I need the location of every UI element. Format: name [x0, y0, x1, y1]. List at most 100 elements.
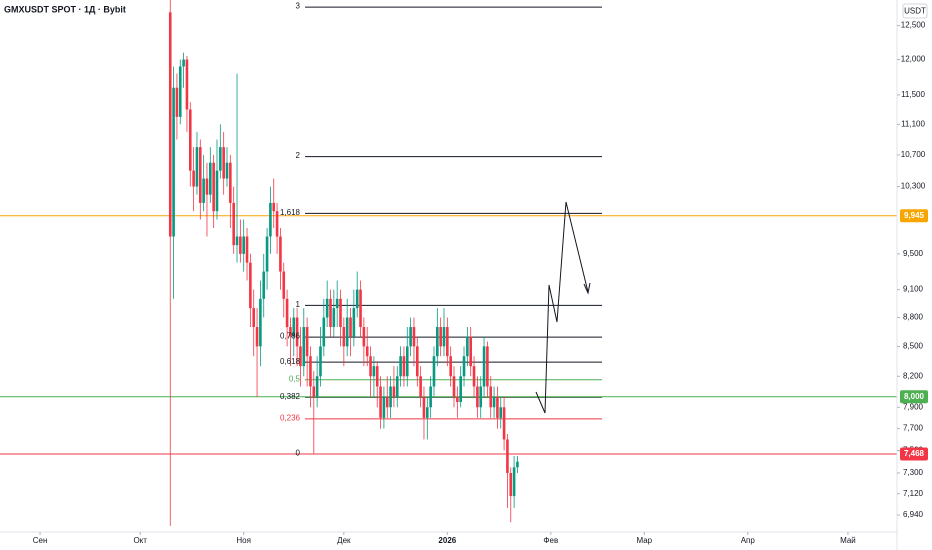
currency[interactable]: USDT [904, 7, 926, 16]
candle-body [265, 236, 269, 272]
y-tick-label: 7,700 [903, 424, 924, 433]
price-tag [900, 447, 928, 461]
fib-label: 0,786 [280, 332, 301, 341]
y-tick-label: 12,500 [901, 21, 926, 30]
candle-body [349, 317, 352, 337]
candle-body [249, 262, 252, 309]
candle-body [375, 366, 379, 387]
candle-body [319, 346, 322, 377]
candle-body [462, 356, 466, 377]
y-tick-label: 12,000 [901, 55, 926, 64]
candle-body [509, 472, 513, 497]
candle-body [426, 407, 429, 418]
x-tick-label: Окт [133, 536, 147, 545]
candle-body [198, 147, 202, 203]
y-tick-label: 10,300 [901, 182, 926, 191]
candle-body [185, 59, 189, 110]
y-tick-label: 7,300 [903, 468, 924, 477]
price-tag-label: 8,000 [904, 392, 925, 401]
candle-body [315, 376, 319, 397]
fib-label: 0,236 [280, 414, 301, 423]
candle-body [359, 289, 362, 328]
candle-body [392, 386, 396, 397]
y-tick-label: 6,940 [903, 510, 924, 519]
candle-body [395, 376, 399, 397]
candle-body [365, 346, 369, 357]
y-tick-label: 7,900 [903, 402, 924, 411]
x-tick-label: Ноя [236, 536, 251, 545]
candle-body [419, 376, 422, 397]
candle-body [232, 202, 235, 246]
candle-body [405, 346, 409, 377]
y-tick-label: 9,100 [903, 285, 924, 294]
price-tag-label: 9,945 [904, 211, 925, 220]
candle-body [342, 327, 346, 347]
candle-body [415, 346, 419, 377]
x-tick-label: Май [840, 536, 856, 545]
x-tick-label: Сен [33, 536, 48, 545]
fib-label: 1,618 [280, 208, 301, 217]
candle-body [239, 236, 242, 254]
candle-body [282, 271, 286, 299]
candle-body [332, 308, 336, 328]
fib-label: 0,382 [280, 392, 301, 401]
candle-body [255, 327, 259, 347]
candle-body [215, 170, 219, 212]
y-tick-label: 8,500 [903, 341, 924, 350]
candle-body [219, 147, 222, 171]
candle-body [369, 356, 372, 377]
candle-body [235, 236, 239, 246]
candle-body [188, 109, 192, 171]
candle-body [409, 327, 412, 347]
y-tick-label: 10,700 [901, 150, 926, 159]
candle-body [178, 66, 182, 117]
candle-body [379, 386, 382, 418]
candle-body [355, 289, 359, 309]
candle-body [279, 236, 282, 272]
candle-body [446, 327, 449, 357]
candle-body [192, 170, 195, 187]
drawn-path [535, 201, 589, 414]
candle-body [322, 317, 326, 347]
candle-body [492, 396, 496, 408]
fib-label: 0,618 [280, 357, 301, 366]
price-tag [900, 209, 928, 223]
candle-body [389, 386, 392, 408]
candle-body [382, 396, 386, 418]
currency-box[interactable] [902, 3, 928, 19]
candle-body [225, 162, 229, 179]
candle-body [479, 386, 483, 408]
candle-body [202, 178, 205, 203]
candle-body [305, 327, 309, 357]
candle-body [329, 298, 332, 328]
candle-body [339, 298, 342, 328]
y-tick-label: 11,500 [901, 90, 925, 99]
plot-area [0, 0, 897, 526]
candle-body [439, 327, 442, 347]
candle-body [512, 467, 516, 497]
candle-body [402, 356, 406, 377]
candle-body [312, 386, 316, 397]
x-tick-label: Апр [741, 536, 756, 545]
candle-body [345, 317, 349, 347]
x-tick-label: Дек [337, 536, 351, 545]
candle-body [385, 396, 389, 408]
candle-body [469, 336, 473, 367]
candle-body [242, 236, 245, 254]
candle-body [352, 308, 356, 337]
candle-body [502, 407, 506, 440]
candle-body [289, 327, 292, 337]
candle-body [506, 439, 509, 473]
candle-body [245, 236, 249, 263]
candle-body [252, 308, 256, 328]
candle-body [205, 178, 209, 195]
candle-body [292, 317, 296, 337]
price-tag [900, 390, 928, 404]
candle-body [442, 327, 446, 347]
fib-label: 1 [296, 300, 301, 309]
candle-body [272, 202, 276, 212]
candle-body [399, 356, 402, 377]
candle-body [325, 298, 329, 318]
x-tick-label: Фев [543, 536, 558, 545]
